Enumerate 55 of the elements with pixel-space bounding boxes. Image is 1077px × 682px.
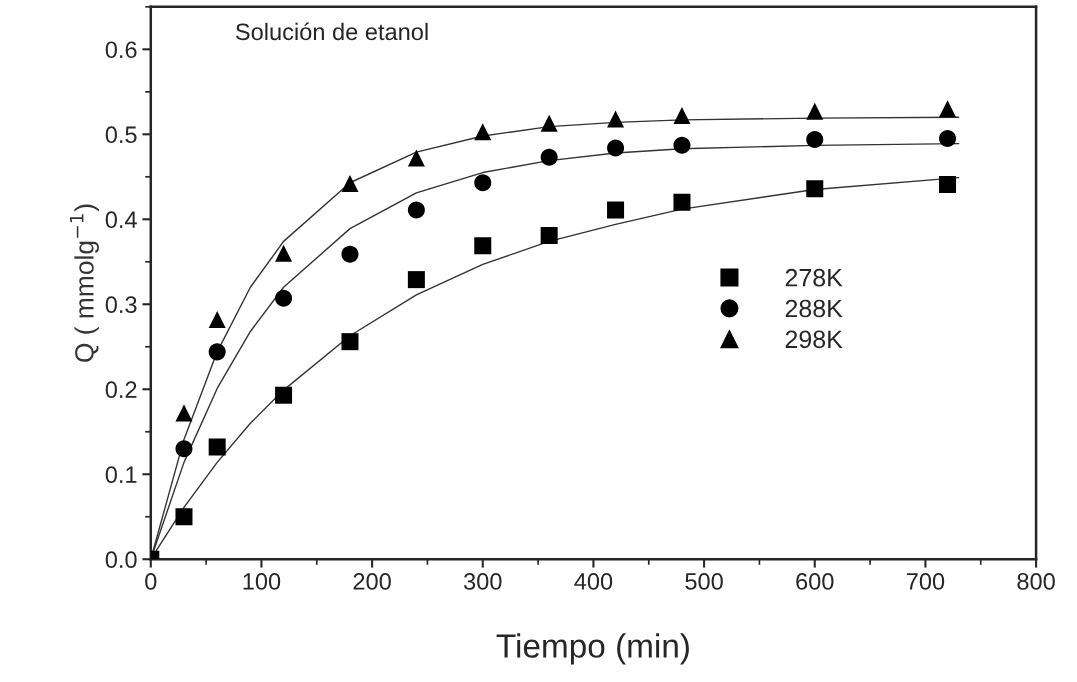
point xyxy=(540,226,558,244)
x-tick-label: 100 xyxy=(243,573,281,590)
point xyxy=(208,311,226,329)
x-tick-label: 200 xyxy=(353,573,391,590)
legend-label: 288K xyxy=(785,299,843,318)
point xyxy=(673,193,691,211)
point xyxy=(806,102,824,120)
point xyxy=(474,174,492,192)
point xyxy=(341,175,359,193)
y-tick-label: 0.3 xyxy=(105,296,137,314)
legend-label: 278K xyxy=(785,268,843,287)
point xyxy=(474,237,492,255)
point xyxy=(673,107,691,125)
point xyxy=(806,130,824,148)
y-tick-label: 0.1 xyxy=(105,466,137,484)
point xyxy=(806,180,824,198)
point xyxy=(275,289,293,307)
point xyxy=(208,438,226,456)
x-axis-title: Tiempo (min) xyxy=(496,633,689,665)
x-tick-label: 300 xyxy=(463,573,502,590)
point xyxy=(175,440,193,458)
x-tick-label: 500 xyxy=(685,573,723,590)
point xyxy=(673,136,691,154)
point xyxy=(341,245,359,263)
point xyxy=(175,508,193,526)
x-tick-label: 700 xyxy=(906,573,945,590)
point xyxy=(175,404,193,422)
y-tick-label: 0.4 xyxy=(105,211,137,229)
point xyxy=(939,175,957,193)
point xyxy=(939,130,957,148)
point xyxy=(275,244,293,262)
point xyxy=(607,201,625,219)
x-tick-label: 0 xyxy=(145,573,157,590)
annotation: Solución de etanol xyxy=(235,22,428,41)
point xyxy=(275,386,293,404)
legend-label: 298K xyxy=(785,330,843,349)
y-tick-label: 0.6 xyxy=(105,41,137,59)
point xyxy=(540,114,558,132)
y-tick-label: 0.0 xyxy=(105,551,137,569)
y-tick-label: 0.5 xyxy=(105,126,137,144)
point xyxy=(540,148,558,166)
point xyxy=(607,110,625,128)
point xyxy=(407,271,425,289)
point xyxy=(407,201,425,219)
y-tick-label: 0.2 xyxy=(105,381,137,399)
point xyxy=(474,123,492,141)
x-tick-label: 400 xyxy=(574,573,613,590)
x-tick-label: 600 xyxy=(796,573,834,590)
point xyxy=(341,333,359,351)
point xyxy=(939,100,957,118)
point xyxy=(208,343,226,361)
y-axis-title: Q ( mmolg$^{−1}$) xyxy=(69,204,99,362)
x-tick-label: 800 xyxy=(1017,573,1055,590)
point xyxy=(407,149,425,167)
point xyxy=(607,139,625,157)
